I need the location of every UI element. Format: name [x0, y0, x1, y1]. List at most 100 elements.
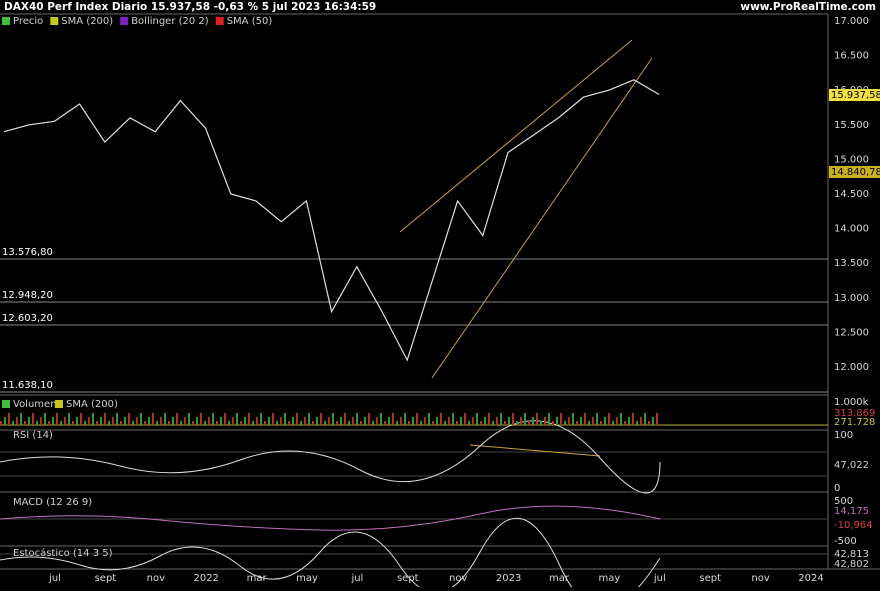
- y-tick-label: 12.000: [834, 362, 869, 373]
- x-tick-label: mar: [247, 573, 268, 584]
- volume-bar: [108, 421, 110, 425]
- volume-bar: [504, 421, 506, 425]
- volume-bar: [372, 421, 374, 425]
- volume-bar: [488, 413, 490, 425]
- volume-bar: [112, 417, 114, 425]
- legend-label: SMA (200): [66, 399, 118, 410]
- volume-bar: [28, 417, 30, 425]
- volume-bar: [96, 421, 98, 425]
- volume-bar: [328, 417, 330, 425]
- volume-bar: [68, 413, 70, 425]
- volume-bar: [484, 417, 486, 425]
- y-tick-label: 13.000: [834, 293, 869, 304]
- volume-bar: [160, 417, 162, 425]
- last-price: 15.937,58: [831, 90, 880, 101]
- panel-legend: Estocástico (14 3 5): [13, 547, 113, 559]
- volume-bar: [444, 421, 446, 425]
- volume-bar: [524, 413, 526, 425]
- volume-bar: [156, 421, 158, 425]
- volume-bar: [576, 421, 578, 425]
- volume-bar: [396, 421, 398, 425]
- trend-line: [399, 39, 633, 233]
- volume-value: 313.869: [834, 408, 875, 419]
- volume-bar: [520, 417, 522, 425]
- volume-bar: [424, 417, 426, 425]
- volume-bar: [476, 413, 478, 425]
- volume-bar: [64, 417, 66, 425]
- volume-bar: [308, 413, 310, 425]
- axis-label: 100: [834, 430, 853, 441]
- level-label: 12.603,20: [2, 313, 53, 324]
- volume-bar: [404, 413, 406, 425]
- volume-bar: [84, 421, 86, 425]
- volume-bar: [144, 421, 146, 425]
- volume-bar: [516, 421, 518, 425]
- x-tick-label: sept: [95, 573, 117, 584]
- volume-bar: [648, 421, 650, 425]
- volume-bar: [264, 421, 266, 425]
- volume-bar: [432, 421, 434, 425]
- volume-bar: [12, 421, 14, 425]
- panel-legend: MACD (12 26 9): [13, 497, 92, 508]
- volume-bar: [416, 413, 418, 425]
- volume-bar: [560, 413, 562, 425]
- x-tick-label: sept: [699, 573, 721, 584]
- volume-bar: [640, 417, 642, 425]
- volume-bar: [240, 421, 242, 425]
- volume-bar: [612, 421, 614, 425]
- legend-label: SMA (50): [227, 16, 273, 27]
- volume-bar: [348, 421, 350, 425]
- y-tick-label: 13.500: [834, 258, 869, 269]
- volume-bar: [200, 413, 202, 425]
- y-tick-label: 17.000: [834, 16, 869, 27]
- volume-bar: [176, 413, 178, 425]
- volume-bar: [472, 417, 474, 425]
- volume-bar: [644, 413, 646, 425]
- volume-bar: [280, 417, 282, 425]
- volume-bar: [276, 421, 278, 425]
- volume-bar: [272, 413, 274, 425]
- volume-bar: [256, 417, 258, 425]
- volume-bar: [496, 417, 498, 425]
- x-tick-label: may: [296, 573, 318, 584]
- volume-bar: [128, 413, 130, 425]
- stoch-value: 42,813: [834, 549, 869, 560]
- volume-bar: [304, 417, 306, 425]
- volume-bar: [364, 417, 366, 425]
- volume-bar: [456, 421, 458, 425]
- volume-bar: [232, 417, 234, 425]
- macd-value: 14,175: [834, 506, 869, 517]
- volume-bar: [540, 421, 542, 425]
- sma-box: [829, 166, 880, 178]
- volume-bar: [380, 413, 382, 425]
- volume-bar: [248, 413, 250, 425]
- volume-bar: [592, 417, 594, 425]
- volume-bar: [568, 417, 570, 425]
- volume-bar: [468, 421, 470, 425]
- volume-bar: [172, 417, 174, 425]
- x-tick-label: jul: [350, 573, 363, 584]
- volume-bar: [52, 417, 54, 425]
- volume-bar: [528, 421, 530, 425]
- volume-bar: [40, 417, 42, 425]
- volume-bar: [580, 417, 582, 425]
- volume-bar: [168, 421, 170, 425]
- volume-bar: [56, 413, 58, 425]
- volume-bar: [632, 413, 634, 425]
- legend-swatch: [2, 17, 10, 25]
- volume-bar: [556, 417, 558, 425]
- volume-value: 271.728: [834, 417, 875, 428]
- volume-bar: [76, 417, 78, 425]
- volume-bar: [268, 417, 270, 425]
- level-label: 12.948,20: [2, 290, 53, 301]
- axis-label: 0: [834, 483, 840, 494]
- volume-bar: [564, 421, 566, 425]
- legend-swatch: [55, 400, 63, 408]
- volume-bar: [208, 417, 210, 425]
- volume-bar: [544, 417, 546, 425]
- volume-bar: [316, 417, 318, 425]
- volume-bar: [92, 413, 94, 425]
